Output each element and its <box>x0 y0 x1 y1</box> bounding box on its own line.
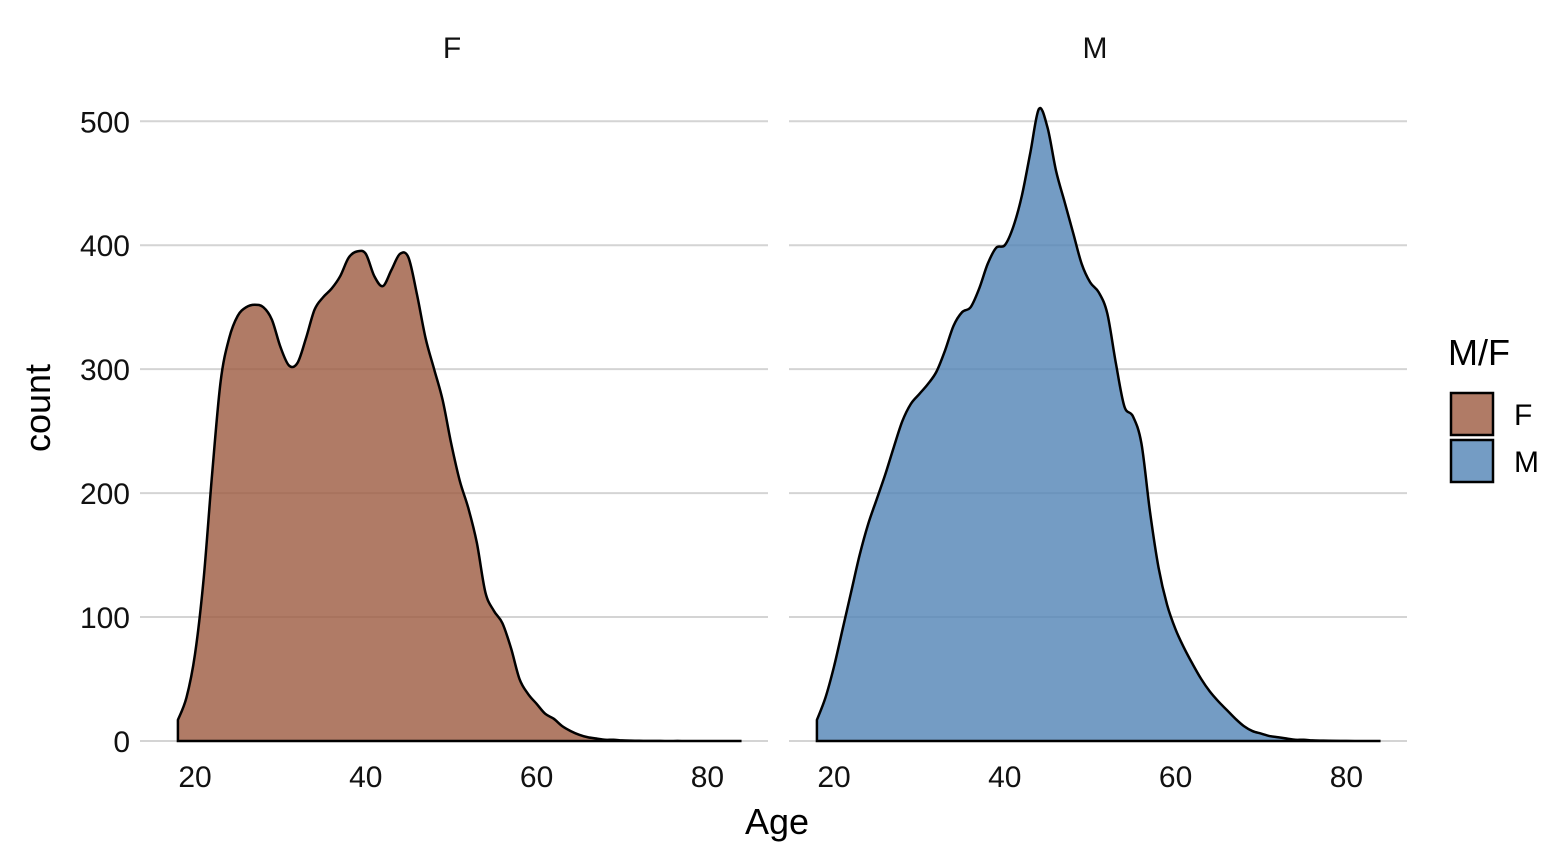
x-tick-label-f-40: 40 <box>349 761 382 794</box>
facet-panel-f: F 20 40 60 80 <box>140 32 768 794</box>
legend-label-f: F <box>1514 399 1532 432</box>
y-tick-label-0: 0 <box>113 726 130 759</box>
facet-panel-m: M 20 40 60 80 <box>789 32 1407 794</box>
x-axis-title: Age <box>745 801 809 842</box>
y-axis-title: count <box>17 364 58 452</box>
x-tick-label-m-40: 40 <box>988 761 1021 794</box>
legend-key-f <box>1449 391 1495 437</box>
legend: M/F FM <box>1448 332 1539 484</box>
facet-strip-label-f: F <box>443 32 461 65</box>
y-tick-label-100: 100 <box>80 602 130 635</box>
legend-label-m: M <box>1514 446 1539 479</box>
legend-title: M/F <box>1448 332 1510 373</box>
x-tick-label-m-80: 80 <box>1330 761 1363 794</box>
x-tick-label-f-20: 20 <box>178 761 211 794</box>
legend-key-m <box>1449 438 1495 484</box>
x-tick-label-f-60: 60 <box>520 761 553 794</box>
x-tick-label-m-60: 60 <box>1159 761 1192 794</box>
y-tick-label-500: 500 <box>80 106 130 139</box>
facet-strip-label-m: M <box>1083 32 1108 65</box>
y-tick-label-300: 300 <box>80 354 130 387</box>
x-tick-label-m-20: 20 <box>817 761 850 794</box>
y-tick-label-400: 400 <box>80 230 130 263</box>
x-tick-label-f-80: 80 <box>691 761 724 794</box>
y-tick-label-200: 200 <box>80 478 130 511</box>
density-area-f <box>176 249 742 743</box>
y-axis: 0 100 200 300 400 500 <box>80 106 130 759</box>
density-area-m <box>815 106 1381 743</box>
